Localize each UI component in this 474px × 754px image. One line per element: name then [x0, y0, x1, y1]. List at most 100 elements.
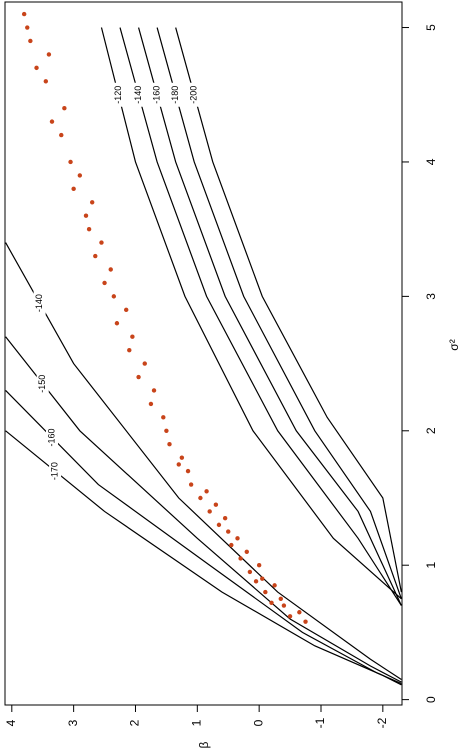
contour-label-bg	[45, 425, 58, 450]
contour-label: -140	[133, 86, 143, 104]
contour-label-bg	[112, 82, 125, 107]
point	[278, 596, 283, 602]
point	[93, 253, 98, 259]
x-axis-label: σ²	[447, 339, 461, 350]
x-tick-label: 5	[424, 24, 438, 31]
y-tick-label: -2	[375, 717, 389, 728]
point	[281, 603, 287, 608]
point	[124, 307, 129, 313]
point	[297, 610, 302, 615]
plot-frame	[4, 1, 403, 706]
contour-label: -180	[170, 86, 180, 104]
point	[108, 267, 113, 272]
contour-line	[5, 242, 402, 680]
point	[148, 401, 154, 407]
point	[86, 226, 92, 232]
contour-label: -150	[37, 375, 47, 393]
point	[43, 79, 49, 84]
x-tick-label: 0	[424, 696, 438, 703]
contour-label: -160	[151, 86, 161, 104]
contour-line	[100, 27, 402, 600]
point	[34, 65, 39, 71]
point	[68, 159, 73, 165]
point	[151, 388, 157, 393]
contour-label: -120	[113, 86, 123, 104]
point	[164, 428, 169, 433]
point	[130, 334, 135, 339]
contour-label-bg	[36, 371, 49, 396]
point	[229, 542, 234, 548]
point	[46, 52, 52, 57]
point	[235, 536, 240, 541]
x-tick-label: 1	[424, 562, 438, 569]
point	[207, 509, 212, 514]
point	[59, 132, 64, 138]
y-tick-label: 0	[251, 719, 265, 726]
contour-line	[175, 27, 402, 593]
contour-line	[137, 27, 402, 606]
point	[89, 200, 95, 205]
point	[21, 11, 27, 17]
point	[303, 619, 308, 624]
point	[83, 213, 89, 218]
contour-label: -140	[34, 294, 44, 312]
contour-label-bg	[169, 82, 182, 107]
point	[226, 529, 231, 534]
y-tick-label: 1	[189, 719, 203, 726]
point	[179, 455, 185, 460]
contour-label-bg	[49, 459, 62, 484]
point	[263, 589, 268, 595]
point	[253, 579, 259, 584]
contour-line	[119, 27, 402, 606]
point	[247, 569, 253, 575]
point	[198, 495, 203, 501]
y-tick-label: -1	[313, 717, 327, 728]
point	[185, 468, 191, 474]
x-tick-label: 2	[424, 427, 438, 434]
point	[102, 280, 107, 286]
point	[287, 614, 293, 619]
y-tick-label: 3	[66, 719, 80, 726]
point	[161, 415, 166, 420]
y-tick-label: 2	[128, 719, 142, 726]
point	[167, 442, 172, 447]
point	[111, 294, 117, 299]
contour-label: -200	[189, 86, 199, 104]
contour-label-bg	[33, 291, 46, 316]
contour-label: -160	[46, 429, 56, 447]
point	[256, 563, 262, 568]
point	[216, 522, 222, 528]
contour-label: -170	[49, 462, 59, 480]
point	[222, 515, 228, 521]
point	[28, 38, 33, 44]
point	[269, 600, 274, 606]
point	[142, 361, 147, 366]
y-tick-label: 4	[4, 719, 18, 726]
point	[71, 186, 76, 192]
x-tick-label: 3	[424, 293, 438, 300]
point	[62, 105, 67, 111]
point	[188, 482, 194, 487]
point	[244, 549, 249, 554]
point	[272, 583, 277, 588]
x-tick-label: 4	[424, 158, 438, 165]
point	[238, 556, 243, 561]
point	[260, 576, 265, 581]
contour-label-bg	[188, 82, 201, 107]
point	[127, 347, 132, 353]
point	[25, 25, 30, 30]
point	[204, 489, 209, 494]
point	[136, 374, 141, 380]
contour-line	[5, 430, 402, 686]
contour-line	[156, 27, 402, 600]
contour-label-bg	[151, 82, 164, 107]
point	[213, 502, 219, 507]
point	[114, 321, 120, 326]
y-axis-label: β	[197, 741, 211, 748]
point	[49, 119, 55, 124]
point	[99, 240, 104, 245]
contour-line	[5, 390, 402, 685]
contour-line	[5, 336, 402, 683]
